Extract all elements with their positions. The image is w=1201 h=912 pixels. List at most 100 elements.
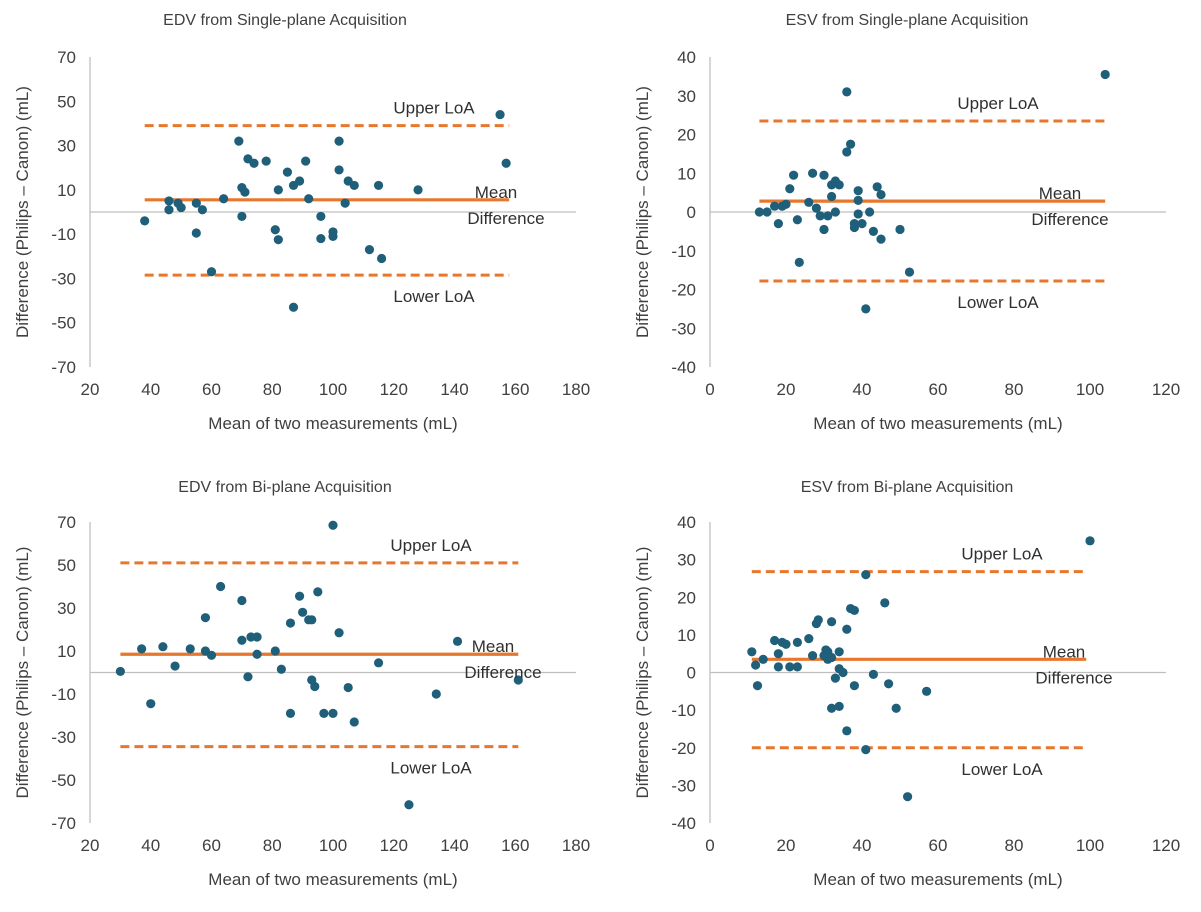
y-tick-label: -10 <box>51 225 76 244</box>
y-tick-label: 10 <box>57 181 76 200</box>
data-point <box>792 215 802 225</box>
y-tick-label: 50 <box>57 92 76 111</box>
y-tick-label: -10 <box>671 701 696 720</box>
y-tick-label: -50 <box>51 771 76 790</box>
chart-svg-esv-biplane: ESV from Bi-plane Acquisition -40 -30 -20 -1… <box>633 479 1180 889</box>
x-tick-label: 140 <box>440 380 468 399</box>
upper-loa-label: Upper LoA <box>961 545 1043 564</box>
data-point <box>804 634 814 644</box>
y-tick-label: -70 <box>51 358 76 377</box>
data-point <box>865 207 875 217</box>
data-point <box>884 679 894 689</box>
x-tick-label: 0 <box>705 380 714 399</box>
x-axis-title: Mean of two measurements (mL) <box>813 414 1062 433</box>
chart-panel-esv-single: ESV from Single-plane Acquisition -40 -30 -… <box>600 0 1201 450</box>
data-point <box>751 660 761 670</box>
upper-loa-label: Upper LoA <box>957 94 1039 113</box>
y-tick-label: -40 <box>671 814 696 833</box>
x-tick-label: 20 <box>81 836 100 855</box>
lower-loa-label: Lower LoA <box>957 293 1039 312</box>
data-point <box>752 681 763 691</box>
x-tick-label: 60 <box>929 836 948 855</box>
data-point <box>197 205 207 215</box>
y-tick-label: -30 <box>51 269 76 288</box>
data-point <box>285 618 296 628</box>
data-point <box>1085 536 1095 546</box>
y-tick-label: -10 <box>671 242 696 261</box>
data-point <box>185 644 195 654</box>
data-point <box>328 708 338 718</box>
x-tick-label: 60 <box>202 380 221 399</box>
y-tick-label: 0 <box>687 203 696 222</box>
data-point <box>842 624 852 634</box>
data-point <box>191 198 201 208</box>
y-tick-label: 50 <box>57 556 76 575</box>
data-point <box>842 726 852 736</box>
x-tick-label: 160 <box>501 380 529 399</box>
y-tick-label: 10 <box>57 642 76 661</box>
data-point <box>343 682 353 693</box>
data-point <box>785 184 795 194</box>
x-axis-title: Mean of two measurements (mL) <box>208 414 457 433</box>
x-tick-label: 20 <box>777 836 796 855</box>
data-point <box>922 686 932 696</box>
data-point <box>237 635 247 645</box>
data-point <box>853 209 863 219</box>
data-point <box>857 219 867 229</box>
data-point <box>328 231 338 241</box>
x-tick-label: 40 <box>853 836 872 855</box>
chart-svg-edv-biplane: EDV from Bi-plane Acquisition -70 -50 -30 -1… <box>13 479 590 889</box>
data-point <box>830 673 840 683</box>
y-tick-label: 10 <box>677 164 696 183</box>
data-point <box>146 699 156 709</box>
y-tick-label: -20 <box>671 281 696 300</box>
data-point <box>823 211 833 221</box>
data-point <box>811 203 821 213</box>
x-tick-label: 120 <box>1152 380 1180 399</box>
data-point <box>880 598 890 608</box>
data-point <box>794 257 804 267</box>
y-tick-label: 70 <box>57 513 76 532</box>
data-point <box>773 649 783 659</box>
data-point <box>273 185 283 195</box>
data-point <box>328 520 338 530</box>
data-point <box>773 662 783 672</box>
data-point <box>164 205 174 215</box>
data-point <box>319 708 329 718</box>
data-point <box>176 202 186 213</box>
data-point <box>373 180 384 191</box>
data-point <box>206 267 217 277</box>
x-axis-title: Mean of two measurements (mL) <box>813 870 1062 889</box>
data-point <box>876 189 886 200</box>
lower-loa-label: Lower LoA <box>961 760 1043 779</box>
data-point <box>373 658 384 668</box>
mean-label: Mean <box>472 637 515 656</box>
x-tick-label: 100 <box>319 836 347 855</box>
chart-title: ESV from Single-plane Acquisition <box>786 12 1029 29</box>
x-tick-label: 120 <box>1152 836 1180 855</box>
y-tick-label: -30 <box>51 728 76 747</box>
data-point <box>813 615 823 625</box>
x-tick-label: 80 <box>1005 836 1024 855</box>
data-point <box>276 664 286 674</box>
data-point <box>234 136 244 146</box>
upper-loa-label: Upper LoA <box>390 536 472 555</box>
data-point <box>770 201 780 211</box>
x-tick-label: 100 <box>1076 380 1104 399</box>
data-point <box>252 649 262 659</box>
data-point <box>758 654 768 664</box>
x-axis-title: Mean of two measurements (mL) <box>208 870 457 889</box>
data-point <box>252 632 262 642</box>
data-point <box>762 207 772 217</box>
data-point <box>349 180 359 191</box>
data-point <box>273 235 283 245</box>
difference-label: Difference <box>1031 210 1108 229</box>
data-point <box>849 605 859 616</box>
data-point <box>158 642 168 652</box>
x-tick-label: 20 <box>81 380 100 399</box>
data-point <box>206 650 217 660</box>
data-point <box>137 644 147 654</box>
x-tick-label: 40 <box>141 836 160 855</box>
y-tick-label: 10 <box>677 626 696 645</box>
data-point <box>891 703 901 713</box>
